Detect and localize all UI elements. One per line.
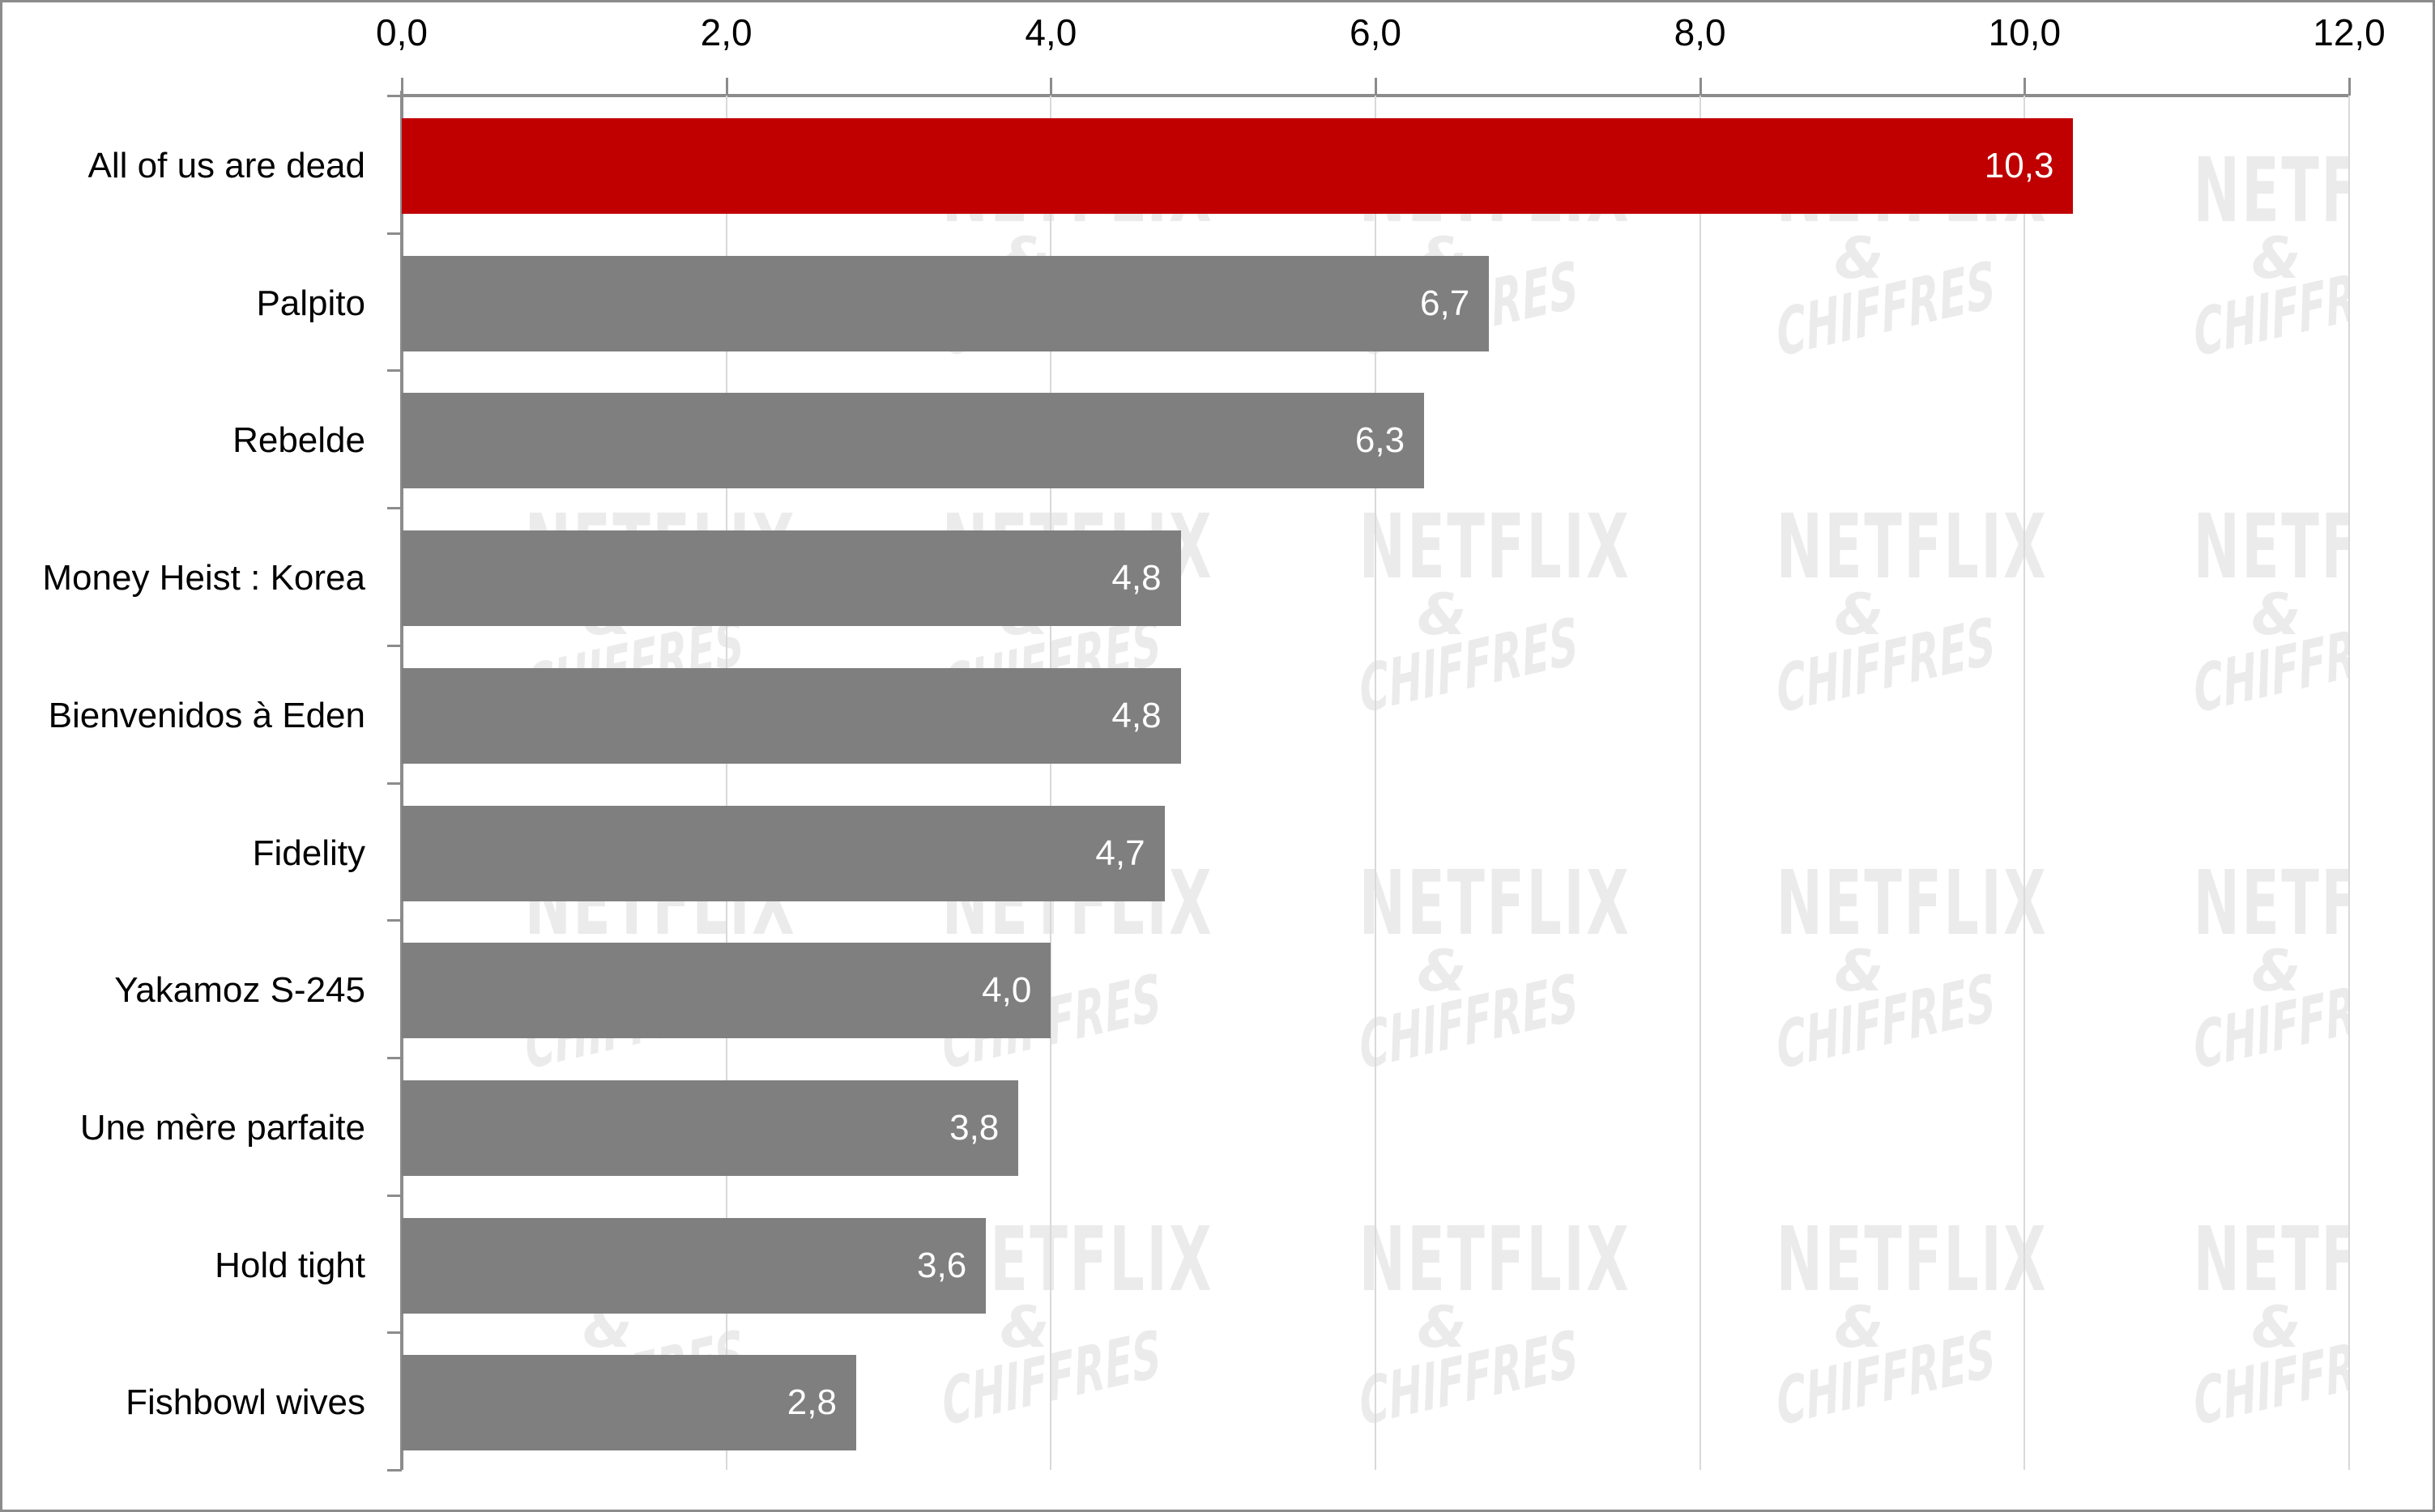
x-tick (2023, 78, 2027, 96)
gridline (1375, 96, 1376, 1470)
y-tick (387, 1194, 402, 1197)
y-tick (387, 1056, 402, 1059)
bar-value-label: 4,0 (982, 970, 1032, 1011)
x-tick (401, 78, 403, 96)
bar-value-label: 10,3 (1984, 146, 2054, 185)
bar-value-label: 4,8 (1111, 558, 1162, 598)
y-tick (387, 782, 402, 785)
bar-value-label: 4,7 (1095, 833, 1145, 873)
bar-10[interactable]: 2,8 (402, 1355, 856, 1451)
bar-value-label: 6,3 (1354, 420, 1405, 461)
bar-value-label: 6,7 (1420, 283, 1470, 323)
bar-value-label: 3,6 (917, 1245, 967, 1285)
category-label: Palpito (256, 283, 365, 323)
bar-8[interactable]: 3,8 (402, 1080, 1019, 1176)
y-axis-line (400, 91, 403, 1470)
x-tick (2348, 78, 2351, 96)
category-label: Bienvenidos à Eden (48, 695, 365, 735)
y-tick (387, 1331, 402, 1335)
bar-value-label: 2,8 (787, 1382, 837, 1423)
category-label: Hold tight (215, 1245, 365, 1285)
x-tick (1050, 78, 1053, 96)
category-label: Fidelity (252, 833, 365, 873)
x-tick-label: 2,0 (700, 11, 753, 53)
y-tick (387, 369, 402, 373)
bar-value-label: 3,8 (949, 1107, 1000, 1148)
x-tick (1375, 78, 1377, 96)
bar-value-label: 4,8 (1111, 695, 1162, 735)
x-tick (1699, 78, 1702, 96)
bar-3[interactable]: 6,3 (402, 393, 1425, 489)
x-tick (725, 78, 728, 96)
category-label: All of us are dead (87, 146, 365, 185)
gridline (2023, 96, 2026, 1470)
bar-2[interactable]: 6,7 (402, 255, 1490, 351)
y-tick (387, 1469, 402, 1472)
y-tick (387, 232, 402, 235)
category-label: Une mère parfaite (79, 1107, 365, 1148)
x-tick-label: 6,0 (1350, 11, 1401, 53)
bar-6[interactable]: 4,7 (402, 805, 1165, 901)
x-tick-label: 8,0 (1674, 11, 1726, 53)
gridline (1050, 96, 1052, 1470)
y-tick (387, 507, 402, 510)
x-tick-label: 12,0 (2313, 11, 2386, 53)
x-tick-label: 10,0 (1988, 11, 2062, 53)
x-tick-label: 0,0 (376, 11, 428, 53)
y-tick (387, 919, 402, 922)
bar-1[interactable]: 10,3 (402, 118, 2074, 214)
plot-area: 0,0 2,0 4,0 6,0 8,0 10,0 12,0 10,3 6,7 6,3 4,8 4,8 4… (376, 11, 2386, 1472)
gridline (725, 96, 727, 1470)
bar-7[interactable]: 4,0 (402, 943, 1051, 1039)
gridline (2348, 96, 2350, 1470)
bar-5[interactable]: 4,8 (402, 667, 1181, 764)
x-tick-label: 4,0 (1025, 11, 1077, 53)
gridline (1699, 96, 1701, 1470)
bar-4[interactable]: 4,8 (402, 530, 1181, 627)
category-label: Yakamoz S-245 (114, 970, 365, 1011)
category-label: Money Heist : Korea (42, 558, 365, 598)
category-label: Rebelde (232, 420, 365, 461)
bar-9[interactable]: 3,6 (402, 1217, 987, 1314)
category-label: Fishbowl wives (126, 1382, 365, 1423)
y-tick (387, 644, 402, 647)
y-tick (387, 95, 402, 97)
